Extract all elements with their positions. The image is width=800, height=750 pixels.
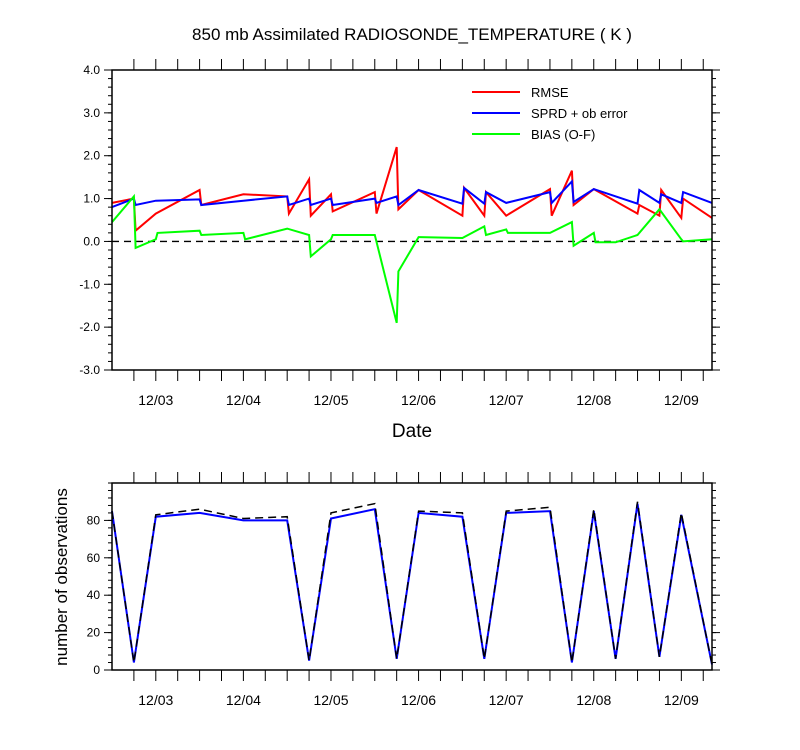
top-series-line-2	[111, 193, 713, 324]
bottom-y-tick-label: 0	[93, 663, 100, 677]
bottom-x-tick-label: 12/06	[401, 692, 436, 708]
legend-label-0: RMSE	[531, 85, 569, 100]
top-x-tick-label: 12/09	[664, 392, 699, 408]
y-axis-label: number of observations	[52, 488, 71, 666]
top-y-tick-label: 3.0	[83, 106, 100, 120]
bottom-y-tick-label: 40	[87, 588, 101, 602]
top-y-tick-label: 4.0	[83, 63, 100, 77]
top-y-tick-label: 1.0	[83, 192, 100, 206]
top-series-line-0	[111, 146, 713, 233]
chart-title: 850 mb Assimilated RADIOSONDE_TEMPERATUR…	[192, 25, 632, 44]
top-y-tick-label: 2.0	[83, 149, 100, 163]
legend-label-1: SPRD + ob error	[531, 106, 628, 121]
top-y-tick-label: -2.0	[79, 320, 100, 334]
bottom-y-tick-label: 80	[87, 513, 101, 527]
top-series-line-1	[111, 179, 713, 209]
top-y-tick-label: -1.0	[79, 277, 100, 291]
bottom-x-tick-label: 12/05	[313, 692, 348, 708]
top-x-tick-label: 12/07	[489, 392, 524, 408]
top-x-tick-label: 12/04	[226, 392, 261, 408]
bottom-x-tick-label: 12/09	[664, 692, 699, 708]
top-y-tick-label: 0.0	[83, 234, 100, 248]
top-x-tick-label: 12/05	[313, 392, 348, 408]
bottom-series-line-0	[111, 503, 713, 665]
legend-label-2: BIAS (O-F)	[531, 127, 595, 142]
bottom-y-tick-label: 60	[87, 551, 101, 565]
top-x-tick-label: 12/08	[576, 392, 611, 408]
bottom-plot-frame	[111, 482, 713, 671]
top-x-tick-label: 12/06	[401, 392, 436, 408]
bottom-series-line-1	[111, 501, 713, 665]
bottom-x-tick-label: 12/07	[489, 692, 524, 708]
bottom-x-tick-label: 12/04	[226, 692, 261, 708]
bottom-x-tick-label: 12/03	[138, 692, 173, 708]
top-x-tick-label: 12/03	[138, 392, 173, 408]
bottom-x-tick-label: 12/08	[576, 692, 611, 708]
top-plot-frame	[111, 69, 713, 371]
x-axis-label: Date	[392, 421, 432, 442]
top-y-tick-label: -3.0	[79, 363, 100, 377]
bottom-y-tick-label: 20	[87, 626, 101, 640]
